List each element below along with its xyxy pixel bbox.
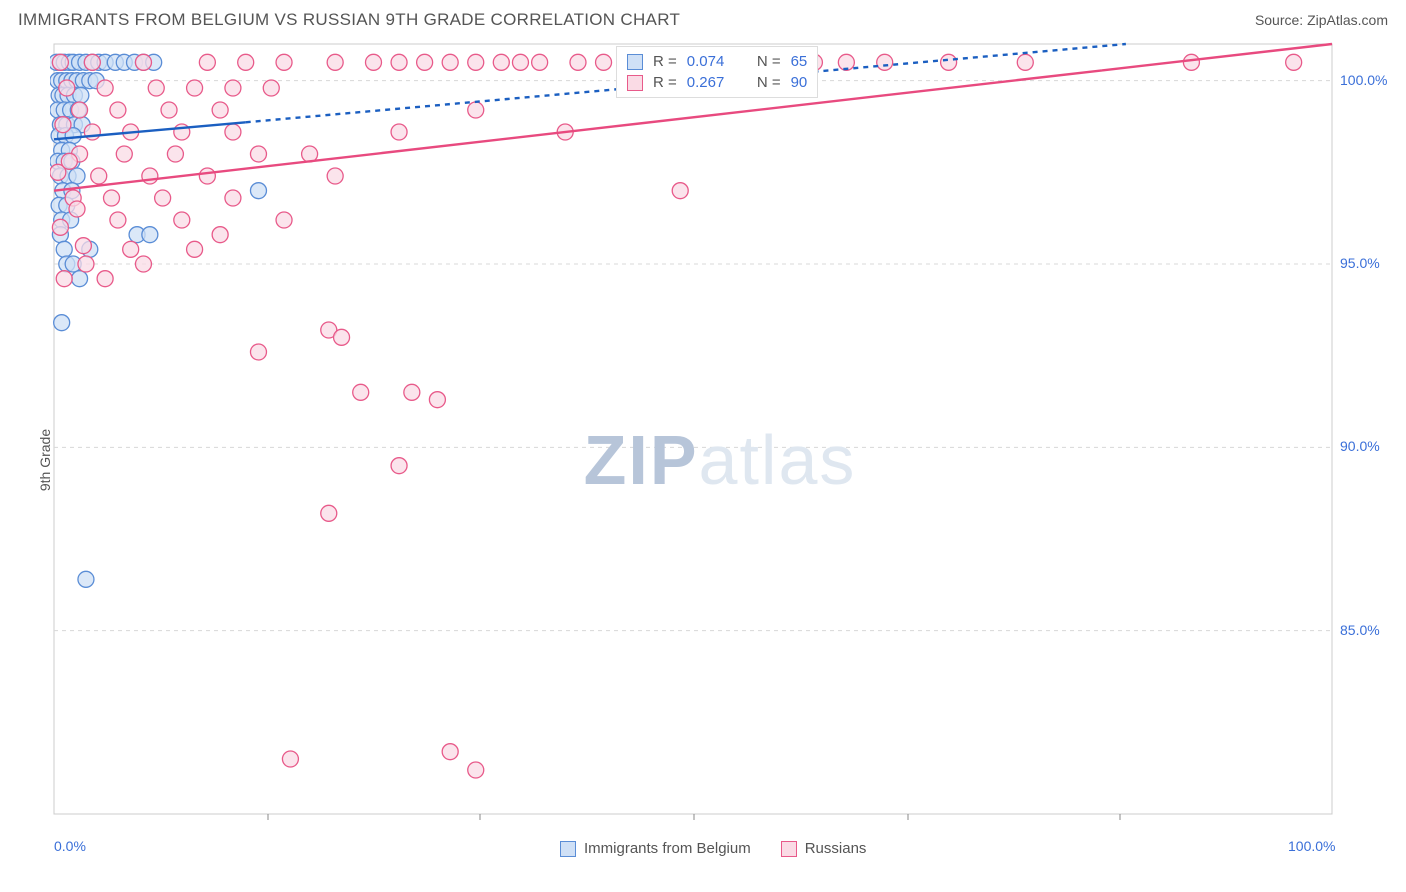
legend-swatch <box>627 54 643 70</box>
legend-swatch <box>627 75 643 91</box>
y-tick-label: 100.0% <box>1340 72 1387 88</box>
chart-source: Source: ZipAtlas.com <box>1255 12 1388 28</box>
series-legend: Immigrants from Belgium Russians <box>560 840 866 857</box>
chart-title: IMMIGRANTS FROM BELGIUM VS RUSSIAN 9TH G… <box>18 10 680 30</box>
x-tick-label: 0.0% <box>54 838 86 854</box>
stat-r-value: 0.267 <box>687 74 725 91</box>
x-tick-label: 100.0% <box>1288 838 1335 854</box>
legend-label: Immigrants from Belgium <box>584 840 751 857</box>
stat-n-value: 65 <box>791 53 808 70</box>
stat-n-value: 90 <box>791 74 808 91</box>
y-axis-label: 9th Grade <box>37 429 53 491</box>
chart-container: 9th Grade ZIPatlas R = 0.074 N = 65R = 0… <box>50 40 1390 880</box>
stats-legend-row: R = 0.267 N = 90 <box>617 72 817 93</box>
stats-legend: R = 0.074 N = 65R = 0.267 N = 90 <box>616 46 818 98</box>
chart-header: IMMIGRANTS FROM BELGIUM VS RUSSIAN 9TH G… <box>0 0 1406 36</box>
legend-swatch <box>781 841 797 857</box>
stat-r-value: 0.074 <box>687 53 725 70</box>
legend-item: Immigrants from Belgium <box>560 840 751 857</box>
y-tick-label: 90.0% <box>1340 438 1380 454</box>
legend-label: Russians <box>805 840 867 857</box>
y-tick-label: 95.0% <box>1340 255 1380 271</box>
y-tick-label: 85.0% <box>1340 622 1380 638</box>
stats-legend-row: R = 0.074 N = 65 <box>617 51 817 72</box>
legend-item: Russians <box>781 840 867 857</box>
legend-swatch <box>560 841 576 857</box>
scatter-chart <box>50 40 1390 820</box>
